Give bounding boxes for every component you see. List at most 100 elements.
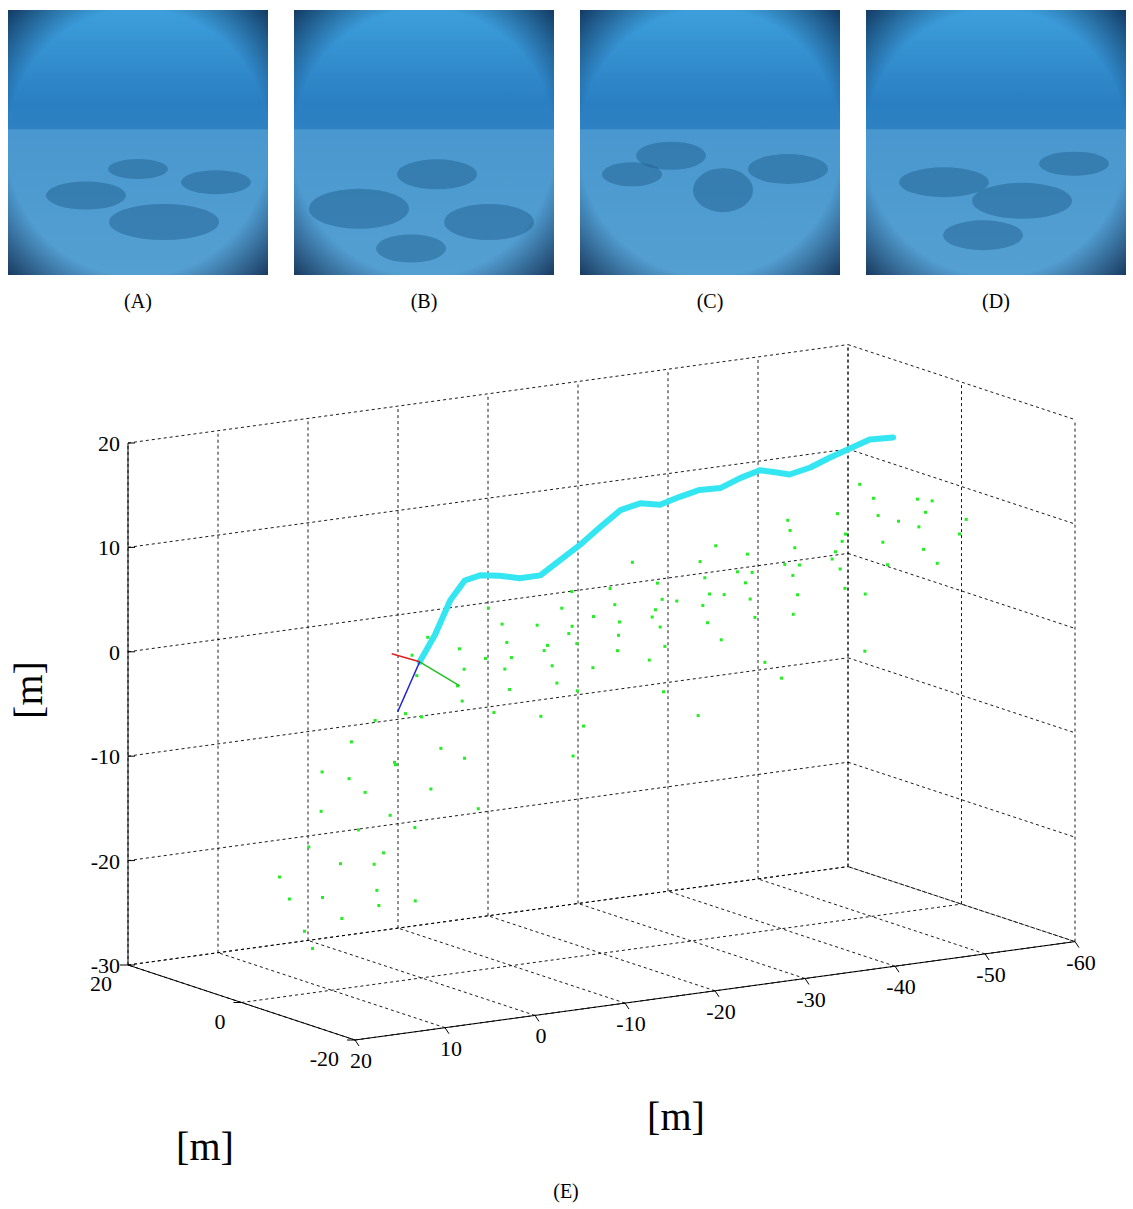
tick-label: -30 [91,953,120,978]
cloud-point [886,563,889,566]
cloud-point [675,600,678,603]
panel-label: (D) [982,290,1010,313]
tick-label: -20 [706,999,735,1024]
photo [294,10,554,275]
grid-line [848,345,1075,420]
cloud-point [744,581,747,584]
cloud-point [575,642,578,645]
cloud-point [536,624,539,627]
grid-line [128,762,848,860]
cloud-point [348,777,351,780]
cloud-point [461,700,464,703]
tick-mark [985,954,989,960]
tick-label: -10 [91,744,120,769]
photo-water [580,10,840,275]
cloud-point [663,645,666,648]
photo-vignette [866,10,1126,275]
plot-data [278,437,968,950]
grid-line [128,867,848,965]
cloud-point [872,497,875,500]
grid-line [128,867,848,965]
cloud-point [864,593,867,596]
cloud-point [321,770,324,773]
cloud-point [958,532,961,535]
grid-line [848,345,849,867]
cloud-point [789,529,792,532]
grid-line [848,553,1075,628]
grid-line [488,394,489,916]
cloud-point [877,514,880,517]
grid [128,345,1075,1040]
tick-label: 20 [350,1048,372,1073]
cloud-point [501,623,504,626]
cloud-point [656,582,659,585]
panel-label: (B) [411,290,438,313]
cloud-point [413,826,416,829]
cloud-point [591,666,594,669]
photo-panel: (A) [8,10,268,313]
tick-mark [1075,942,1079,948]
cloud-point [572,755,575,758]
grid-line [488,916,715,991]
cloud-point [749,598,752,601]
cloud-point [796,593,799,596]
cloud-point [916,498,919,501]
photo-panel: (B) [294,10,554,313]
cloud-point [463,668,466,671]
cloud-point [570,590,573,593]
tick-mark [347,1040,355,1041]
grid-line [848,449,1075,524]
cloud-point [792,613,795,616]
cloud-point [751,571,754,574]
tick-label: -10 [616,1011,645,1036]
tick-mark [128,965,135,966]
cloud-point [571,625,574,628]
cloud-point [617,634,620,637]
cloud-point [931,499,934,502]
axis-title: [m] [6,661,51,719]
cloud-point [843,587,846,590]
cloud-point [546,644,549,647]
tick-label: 10 [440,1036,462,1061]
panel-label: (C) [697,290,724,313]
cloud-point [339,862,342,865]
tick-labels: 20100-10-20-30-40-50-60-20020-30-20-1001… [90,431,1096,1073]
cloud-point [720,638,723,641]
tick-label: 0 [536,1023,547,1048]
cloud-point [613,603,616,606]
grid-line [128,345,848,443]
cloud-point [439,747,442,750]
cloud-point [924,511,927,514]
axes [120,443,1079,1046]
cloud-point [539,715,542,718]
camera-frame [392,654,460,712]
grid-line [242,904,962,1002]
cloud-point [936,562,939,565]
grid-line [128,658,848,756]
photo-vignette [8,10,268,275]
cloud-point [551,664,554,667]
cloud-point [411,654,414,657]
tick-mark [128,547,135,548]
tick-label: -50 [976,962,1005,987]
panel-label: (A) [124,290,152,313]
cloud-point [414,899,417,902]
cloud-point [340,917,343,920]
tick-mark [805,979,809,985]
photo [580,10,840,275]
cloud-point [858,483,861,486]
cloud-point [484,657,487,660]
cloud-point [429,788,432,791]
cloud-point [631,561,634,564]
cloud-point [375,889,378,892]
cloud-point [786,519,789,522]
tick-label: 20 [98,431,120,456]
cloud-point [458,647,461,650]
grid-line [578,904,805,979]
cloud-point [618,620,621,623]
photo-panel: (C) [580,10,840,313]
tick-label: -30 [796,987,825,1012]
photo-panel: (D) [866,10,1126,313]
tick-label: 0 [215,1009,226,1034]
cloud-point [377,904,380,907]
